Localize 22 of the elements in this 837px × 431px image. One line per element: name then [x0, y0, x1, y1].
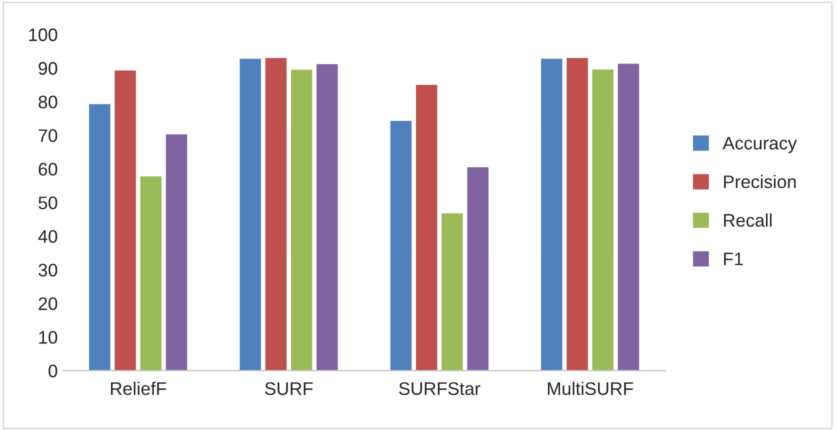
legend-label: F1 [724, 252, 743, 266]
y-tick-label: 0 [48, 364, 58, 378]
y-tick-label: 10 [39, 330, 58, 344]
y-tick-label: 70 [38, 129, 58, 142]
y-tick-label: 20 [38, 297, 58, 310]
y-tick-label: 40 [38, 230, 58, 243]
legend-label: Recall [724, 214, 772, 227]
y-tick-label: 60 [38, 162, 58, 176]
x-tick-label: SURFStar [399, 382, 480, 396]
y-tick-label: 90 [38, 62, 58, 75]
y-tick-label: 30 [38, 264, 58, 277]
y-tick-label: 50 [38, 196, 58, 210]
y-tick-label: 100 [29, 28, 58, 42]
y-tick-label: 80 [38, 96, 58, 108]
bar [88, 102, 112, 371]
x-tick-label: ReliefF [110, 382, 166, 396]
x-tick-label: MultiSURF [548, 382, 633, 396]
legend-label: Precision [724, 174, 796, 188]
bar [466, 166, 490, 371]
bar [540, 57, 564, 371]
legend-label: Accuracy [722, 136, 797, 154]
x-tick-label: SURF [265, 382, 313, 396]
